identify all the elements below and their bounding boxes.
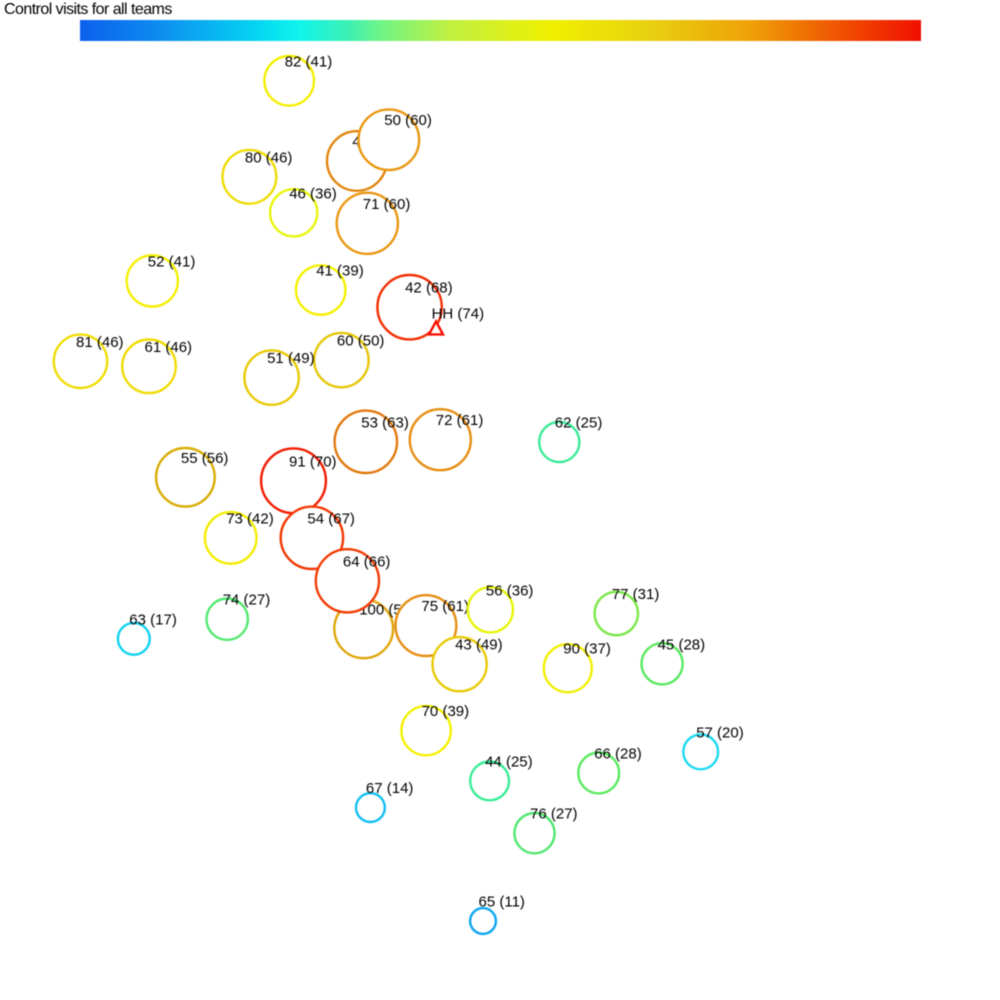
svg-text:46 (36): 46 (36) [289,185,337,202]
svg-text:41 (39): 41 (39) [316,263,364,280]
svg-text:76 (27): 76 (27) [530,806,578,823]
svg-text:75 (61): 75 (61) [421,598,469,615]
svg-text:63 (17): 63 (17) [129,611,177,628]
svg-text:72 (61): 72 (61) [436,412,484,429]
svg-text:81 (46): 81 (46) [76,334,124,351]
svg-text:61 (46): 61 (46) [145,339,193,356]
svg-text:52 (41): 52 (41) [148,253,196,270]
svg-text:57 (20): 57 (20) [696,724,744,741]
svg-text:70 (39): 70 (39) [422,703,470,720]
svg-text:73 (42): 73 (42) [226,510,274,527]
svg-text:53 (63): 53 (63) [361,414,409,431]
svg-text:62 (25): 62 (25) [555,415,603,432]
svg-text:42 (68): 42 (68) [405,280,453,297]
svg-text:64 (66): 64 (66) [343,553,391,570]
svg-text:43 (49): 43 (49) [455,637,503,654]
svg-text:71 (60): 71 (60) [363,196,411,213]
svg-text:60 (50): 60 (50) [337,333,385,350]
svg-text:HH (74): HH (74) [432,306,485,323]
svg-text:66 (28): 66 (28) [594,746,642,763]
svg-text:74 (27): 74 (27) [223,592,271,609]
svg-text:50 (60): 50 (60) [384,112,432,129]
svg-text:45 (28): 45 (28) [658,636,706,653]
svg-text:54 (67): 54 (67) [307,510,355,527]
svg-text:44 (25): 44 (25) [485,753,533,770]
svg-text:55 (56): 55 (56) [181,450,229,467]
svg-text:77 (31): 77 (31) [612,586,660,603]
svg-text:65 (11): 65 (11) [479,894,525,911]
svg-text:90 (37): 90 (37) [563,641,611,658]
svg-text:82 (41): 82 (41) [285,53,333,70]
svg-text:51 (49): 51 (49) [267,350,315,367]
svg-text:67 (14): 67 (14) [366,780,414,797]
svg-text:91 (70): 91 (70) [289,453,337,470]
svg-text:56 (36): 56 (36) [486,582,534,599]
svg-text:80 (46): 80 (46) [245,149,293,166]
